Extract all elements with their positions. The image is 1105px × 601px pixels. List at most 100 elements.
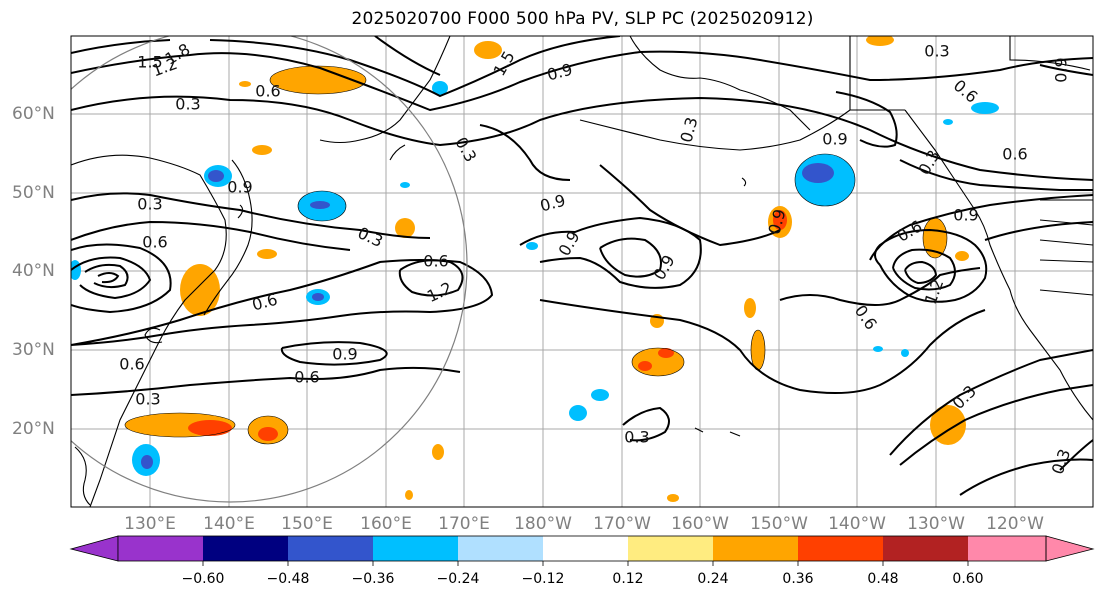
lon-label: 170°W	[593, 514, 651, 534]
contour-value-label: 0.9	[227, 178, 252, 197]
colorbar-bin	[798, 536, 883, 561]
pv-positive-region	[395, 218, 415, 238]
contour-value-label: 0.9	[1052, 57, 1071, 82]
pv-negative-region	[526, 242, 538, 250]
pv-negative-region	[971, 102, 999, 114]
pv-thin-contours	[124, 65, 948, 445]
colorbar-bin	[458, 536, 543, 561]
pv-positive-region	[474, 41, 502, 59]
colorbar-tick-label: −0.60	[181, 571, 225, 587]
contour-value-label: 1.5	[137, 53, 162, 72]
lat-label: 20°N	[12, 419, 55, 439]
slp-contours	[71, 36, 1093, 496]
lon-label: 150°W	[750, 514, 808, 534]
pv-negative-region	[208, 170, 224, 182]
colorbar-tick-label: −0.48	[266, 571, 310, 587]
pv-positive-region	[239, 81, 251, 87]
colorbar-tick-label: −0.36	[351, 571, 395, 587]
colorbar-bin	[968, 536, 1046, 561]
colorbar-bin	[883, 536, 968, 561]
pv-positive-region	[773, 210, 787, 230]
lon-label: 160°E	[360, 514, 412, 534]
colorbar-bin	[288, 536, 373, 561]
contour-value-label: 0.3	[175, 95, 200, 114]
lon-label: 130°W	[907, 514, 965, 534]
lon-label: 160°W	[671, 514, 729, 534]
contour-value-label: 0.9	[332, 345, 357, 364]
pv-negative-region	[310, 201, 330, 209]
lon-label: 140°W	[828, 514, 886, 534]
pv-negative-region	[400, 182, 410, 188]
pv-positive-region	[188, 420, 232, 436]
colorbar-bin	[713, 536, 798, 561]
pv-positive-region	[252, 145, 272, 155]
pv-negative-region	[873, 346, 883, 352]
colorbar	[69, 535, 1095, 566]
pv-positive-region	[257, 249, 277, 259]
contour-value-label: 0.3	[624, 428, 649, 447]
lat-label: 50°N	[12, 183, 55, 203]
map-frame	[70, 35, 1094, 508]
contour-value-label: 0.9	[822, 130, 847, 149]
lon-label: 130°E	[124, 514, 176, 534]
pv-negative-region	[943, 119, 953, 125]
pv-positive-region	[751, 330, 765, 370]
colorbar-bin	[543, 536, 628, 561]
region-circle	[71, 36, 468, 503]
lon-label: 150°E	[281, 514, 333, 534]
lon-label: 170°E	[438, 514, 490, 534]
contour-value-label: 0.3	[924, 42, 949, 61]
colorbar-bin	[628, 536, 713, 561]
lon-label: 140°E	[203, 514, 255, 534]
colorbar-tick-label: 0.24	[697, 571, 729, 587]
pv-positive-region	[432, 444, 444, 460]
pv-positive-region	[180, 264, 220, 316]
pv-positive-region	[744, 298, 756, 318]
contour-value-label: 0.6	[294, 368, 319, 387]
gridlines	[71, 36, 1093, 507]
pv-positive-region	[658, 348, 674, 358]
contour-value-label: 0.3	[137, 195, 162, 214]
pv-negative-region	[901, 349, 909, 357]
colorbar-tick-label: 0.12	[612, 571, 644, 587]
pv-positive-region	[270, 66, 366, 94]
pv-positive-region	[667, 494, 679, 502]
pv-negative-region	[569, 405, 587, 421]
pv-positive-region	[258, 427, 278, 441]
colorbar-bin	[373, 536, 458, 561]
lat-label: 40°N	[12, 261, 55, 281]
pv-negative-region	[802, 163, 834, 183]
contour-value-label: 0.6	[119, 355, 144, 374]
contour-value-label: 0.6	[255, 82, 280, 101]
colorbar-tick-label: 0.48	[867, 571, 899, 587]
map-title: 2025020700 F000 500 hPa PV, SLP PC (2025…	[351, 9, 814, 29]
lat-label: 60°N	[12, 104, 55, 124]
pv-negative-region	[141, 455, 153, 469]
contour-value-label: 0.3	[135, 390, 160, 409]
colorbar-bin	[118, 536, 203, 561]
pv-positive-region	[955, 251, 969, 261]
pv-negative-region	[312, 293, 324, 301]
colorbar-extend-low	[69, 535, 119, 562]
colorbar-tick-label: −0.12	[521, 571, 565, 587]
contour-value-label: 0.9	[953, 206, 978, 225]
contour-value-label: 0.6	[423, 252, 448, 271]
pv-positive-region	[638, 361, 652, 371]
contour-value-label: 0.6	[142, 233, 167, 252]
lon-label: 180°W	[514, 514, 572, 534]
contour-value-label: 0.6	[1002, 145, 1027, 164]
pv-anomaly-fills	[71, 36, 999, 502]
colorbar-bin	[203, 536, 288, 561]
lon-label: 120°W	[986, 514, 1044, 534]
pv-positive-region	[866, 36, 894, 46]
colorbar-tick-label: 0.36	[782, 571, 814, 587]
colorbar-frame	[117, 535, 1047, 562]
colorbar-tick-label: 0.60	[952, 571, 984, 587]
lat-label: 30°N	[12, 340, 55, 360]
pv-positive-region	[923, 218, 947, 258]
colorbar-tick-label: −0.24	[436, 571, 480, 587]
pv-positive-region	[405, 490, 413, 500]
colorbar-extend-high	[1045, 535, 1095, 562]
pv-negative-region	[591, 389, 609, 401]
